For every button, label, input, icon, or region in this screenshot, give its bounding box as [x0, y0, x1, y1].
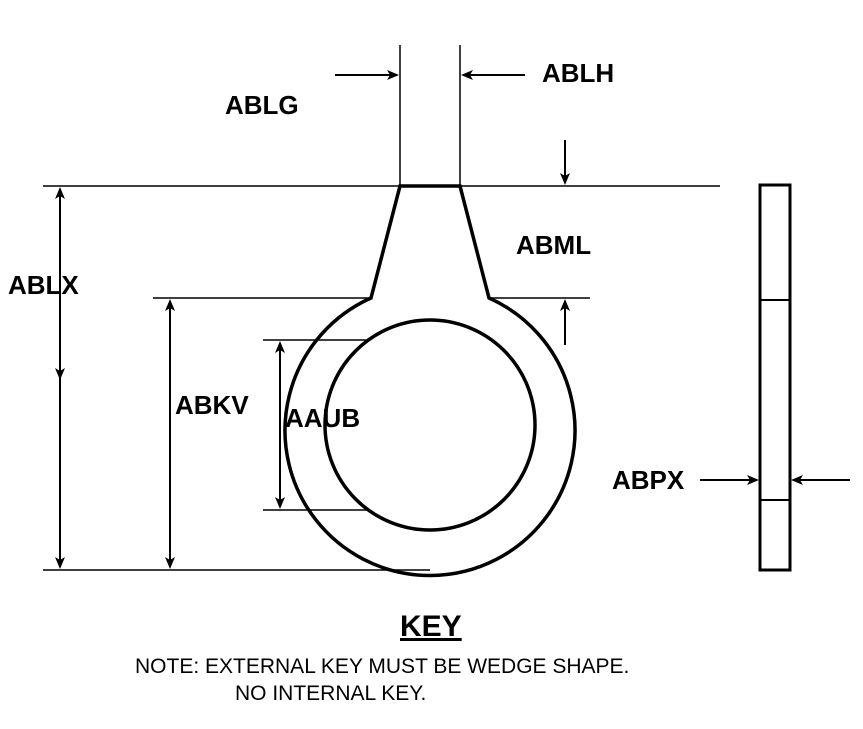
abpx-label: ABPX — [612, 465, 684, 496]
diagram-container: ABLG ABLH ABML ABLX ABKV AAUB ABPX KEY N… — [0, 0, 863, 729]
ablh-label: ABLH — [542, 58, 614, 89]
note-line2: NO INTERNAL KEY. — [235, 682, 426, 706]
ablg-label: ABLG — [225, 90, 299, 121]
aaub-label: AAUB — [285, 403, 360, 434]
abml-label: ABML — [516, 230, 591, 261]
key-title: KEY — [400, 610, 462, 644]
abkv-label: ABKV — [175, 390, 249, 421]
ablx-label: ABLX — [8, 270, 79, 301]
side-rect — [760, 185, 790, 570]
note-line1: NOTE: EXTERNAL KEY MUST BE WEDGE SHAPE. — [135, 655, 629, 679]
